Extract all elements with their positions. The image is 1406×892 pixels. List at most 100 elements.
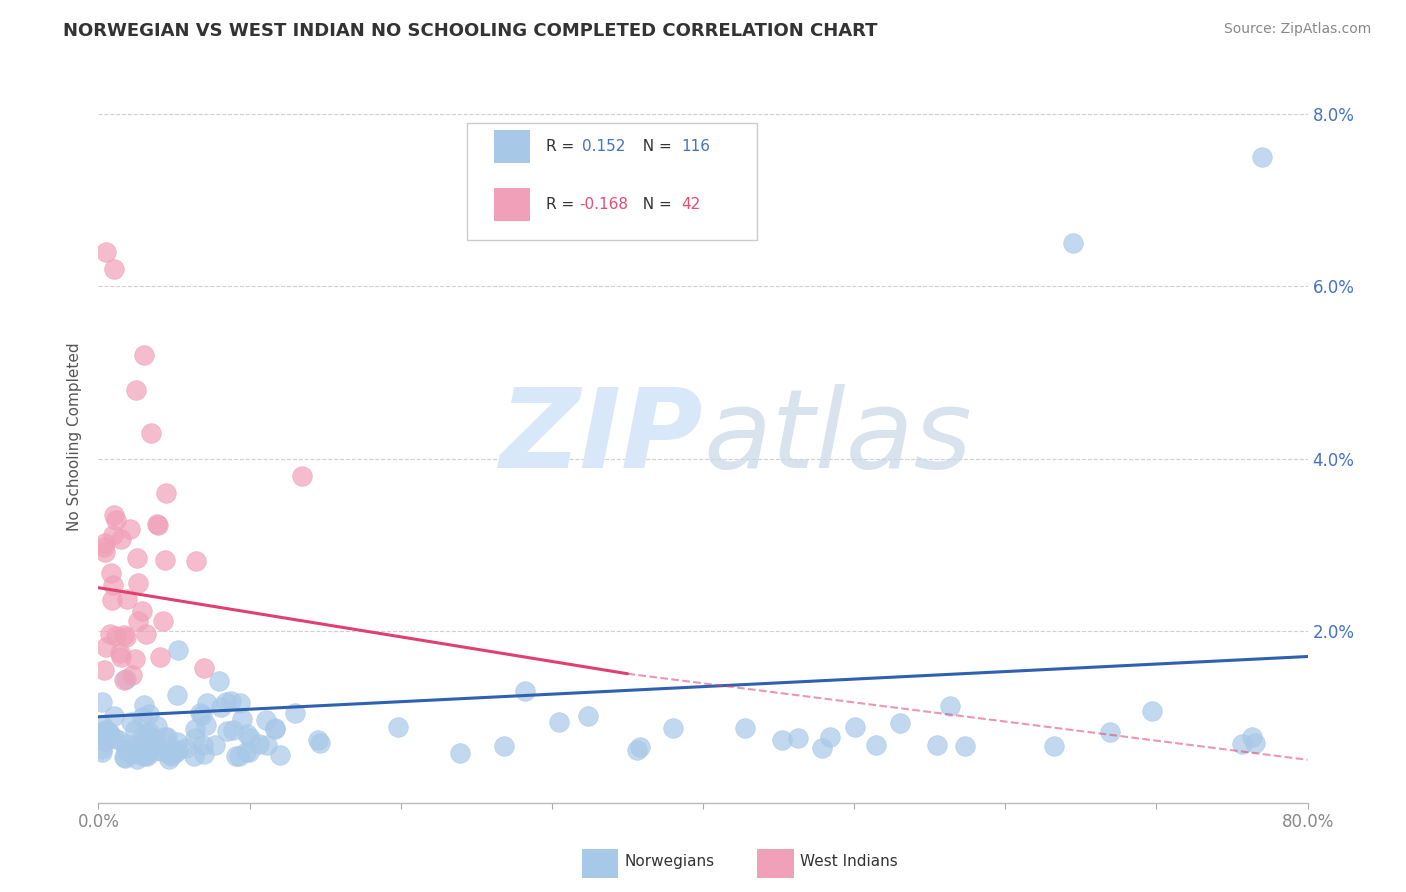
Point: [787, 731, 810, 746]
Point: [256, 738, 278, 752]
Point: [91, 719, 114, 733]
Point: [124, 723, 146, 737]
Point: [1241, 730, 1264, 744]
Point: [193, 738, 215, 752]
Point: [865, 739, 887, 753]
Point: [131, 746, 153, 760]
Point: [811, 741, 834, 756]
Text: ZIP: ZIP: [499, 384, 703, 491]
Point: [190, 707, 212, 722]
Point: [148, 517, 170, 532]
Point: [112, 628, 135, 642]
Point: [112, 749, 135, 764]
Point: [135, 626, 157, 640]
Point: [236, 727, 259, 741]
Point: [93, 663, 115, 677]
Point: [939, 698, 962, 713]
Point: [110, 650, 132, 665]
Point: [94, 545, 117, 559]
Point: [628, 740, 651, 755]
Point: [1062, 236, 1084, 251]
Text: R =: R =: [546, 197, 579, 212]
Point: [90, 695, 112, 709]
Point: [142, 736, 165, 750]
Point: [98, 727, 121, 741]
Point: [307, 732, 329, 747]
Point: [135, 749, 157, 764]
Text: Source: ZipAtlas.com: Source: ZipAtlas.com: [1223, 22, 1371, 37]
Point: [146, 517, 169, 532]
Point: [156, 731, 179, 745]
Point: [152, 615, 174, 629]
Point: [101, 592, 124, 607]
Point: [162, 744, 184, 758]
Point: [208, 673, 231, 688]
Point: [309, 736, 332, 750]
Point: [844, 720, 866, 734]
Point: [183, 749, 205, 764]
Point: [125, 383, 148, 397]
Point: [159, 747, 181, 762]
Point: [108, 732, 131, 747]
Point: [125, 739, 148, 753]
Point: [105, 629, 128, 643]
Point: [231, 712, 253, 726]
Point: [134, 734, 156, 748]
Point: [94, 640, 117, 654]
Point: [127, 576, 149, 591]
Point: [229, 696, 252, 710]
Text: 116: 116: [682, 139, 710, 153]
Text: NORWEGIAN VS WEST INDIAN NO SCHOOLING COMPLETED CORRELATION CHART: NORWEGIAN VS WEST INDIAN NO SCHOOLING CO…: [63, 22, 877, 40]
Point: [141, 425, 163, 440]
Point: [91, 742, 114, 756]
Y-axis label: No Schooling Completed: No Schooling Completed: [67, 343, 83, 532]
Bar: [582, 849, 619, 878]
Point: [98, 626, 121, 640]
Point: [118, 745, 141, 759]
Point: [225, 748, 247, 763]
Text: 42: 42: [682, 197, 700, 212]
Point: [153, 553, 176, 567]
Point: [215, 723, 238, 738]
Point: [188, 706, 211, 721]
Point: [235, 745, 257, 759]
Point: [108, 646, 131, 660]
Point: [143, 731, 166, 745]
Point: [103, 508, 125, 522]
Point: [125, 551, 148, 566]
Point: [264, 721, 287, 735]
Point: [93, 725, 115, 739]
Point: [167, 642, 190, 657]
Point: [110, 532, 132, 546]
Text: 0.152: 0.152: [582, 139, 626, 153]
Point: [626, 743, 648, 757]
Point: [215, 695, 238, 709]
Text: Norwegians: Norwegians: [624, 854, 714, 869]
Point: [166, 688, 188, 702]
Point: [193, 661, 215, 675]
Point: [166, 743, 188, 757]
Point: [94, 723, 117, 737]
Point: [183, 731, 205, 745]
Point: [194, 718, 217, 732]
Point: [94, 245, 117, 260]
Text: N =: N =: [633, 139, 676, 153]
Point: [105, 513, 128, 527]
Point: [98, 725, 121, 739]
Point: [138, 725, 160, 739]
Point: [254, 713, 277, 727]
Point: [103, 528, 125, 542]
Point: [94, 734, 117, 748]
Point: [269, 747, 291, 762]
Point: [142, 743, 165, 757]
Point: [222, 723, 245, 737]
Point: [925, 738, 948, 752]
Point: [1251, 150, 1274, 164]
Point: [548, 714, 571, 729]
Point: [93, 540, 115, 554]
Point: [131, 710, 153, 724]
Point: [101, 577, 124, 591]
Point: [103, 262, 125, 277]
Bar: [758, 849, 794, 878]
Point: [174, 741, 197, 756]
